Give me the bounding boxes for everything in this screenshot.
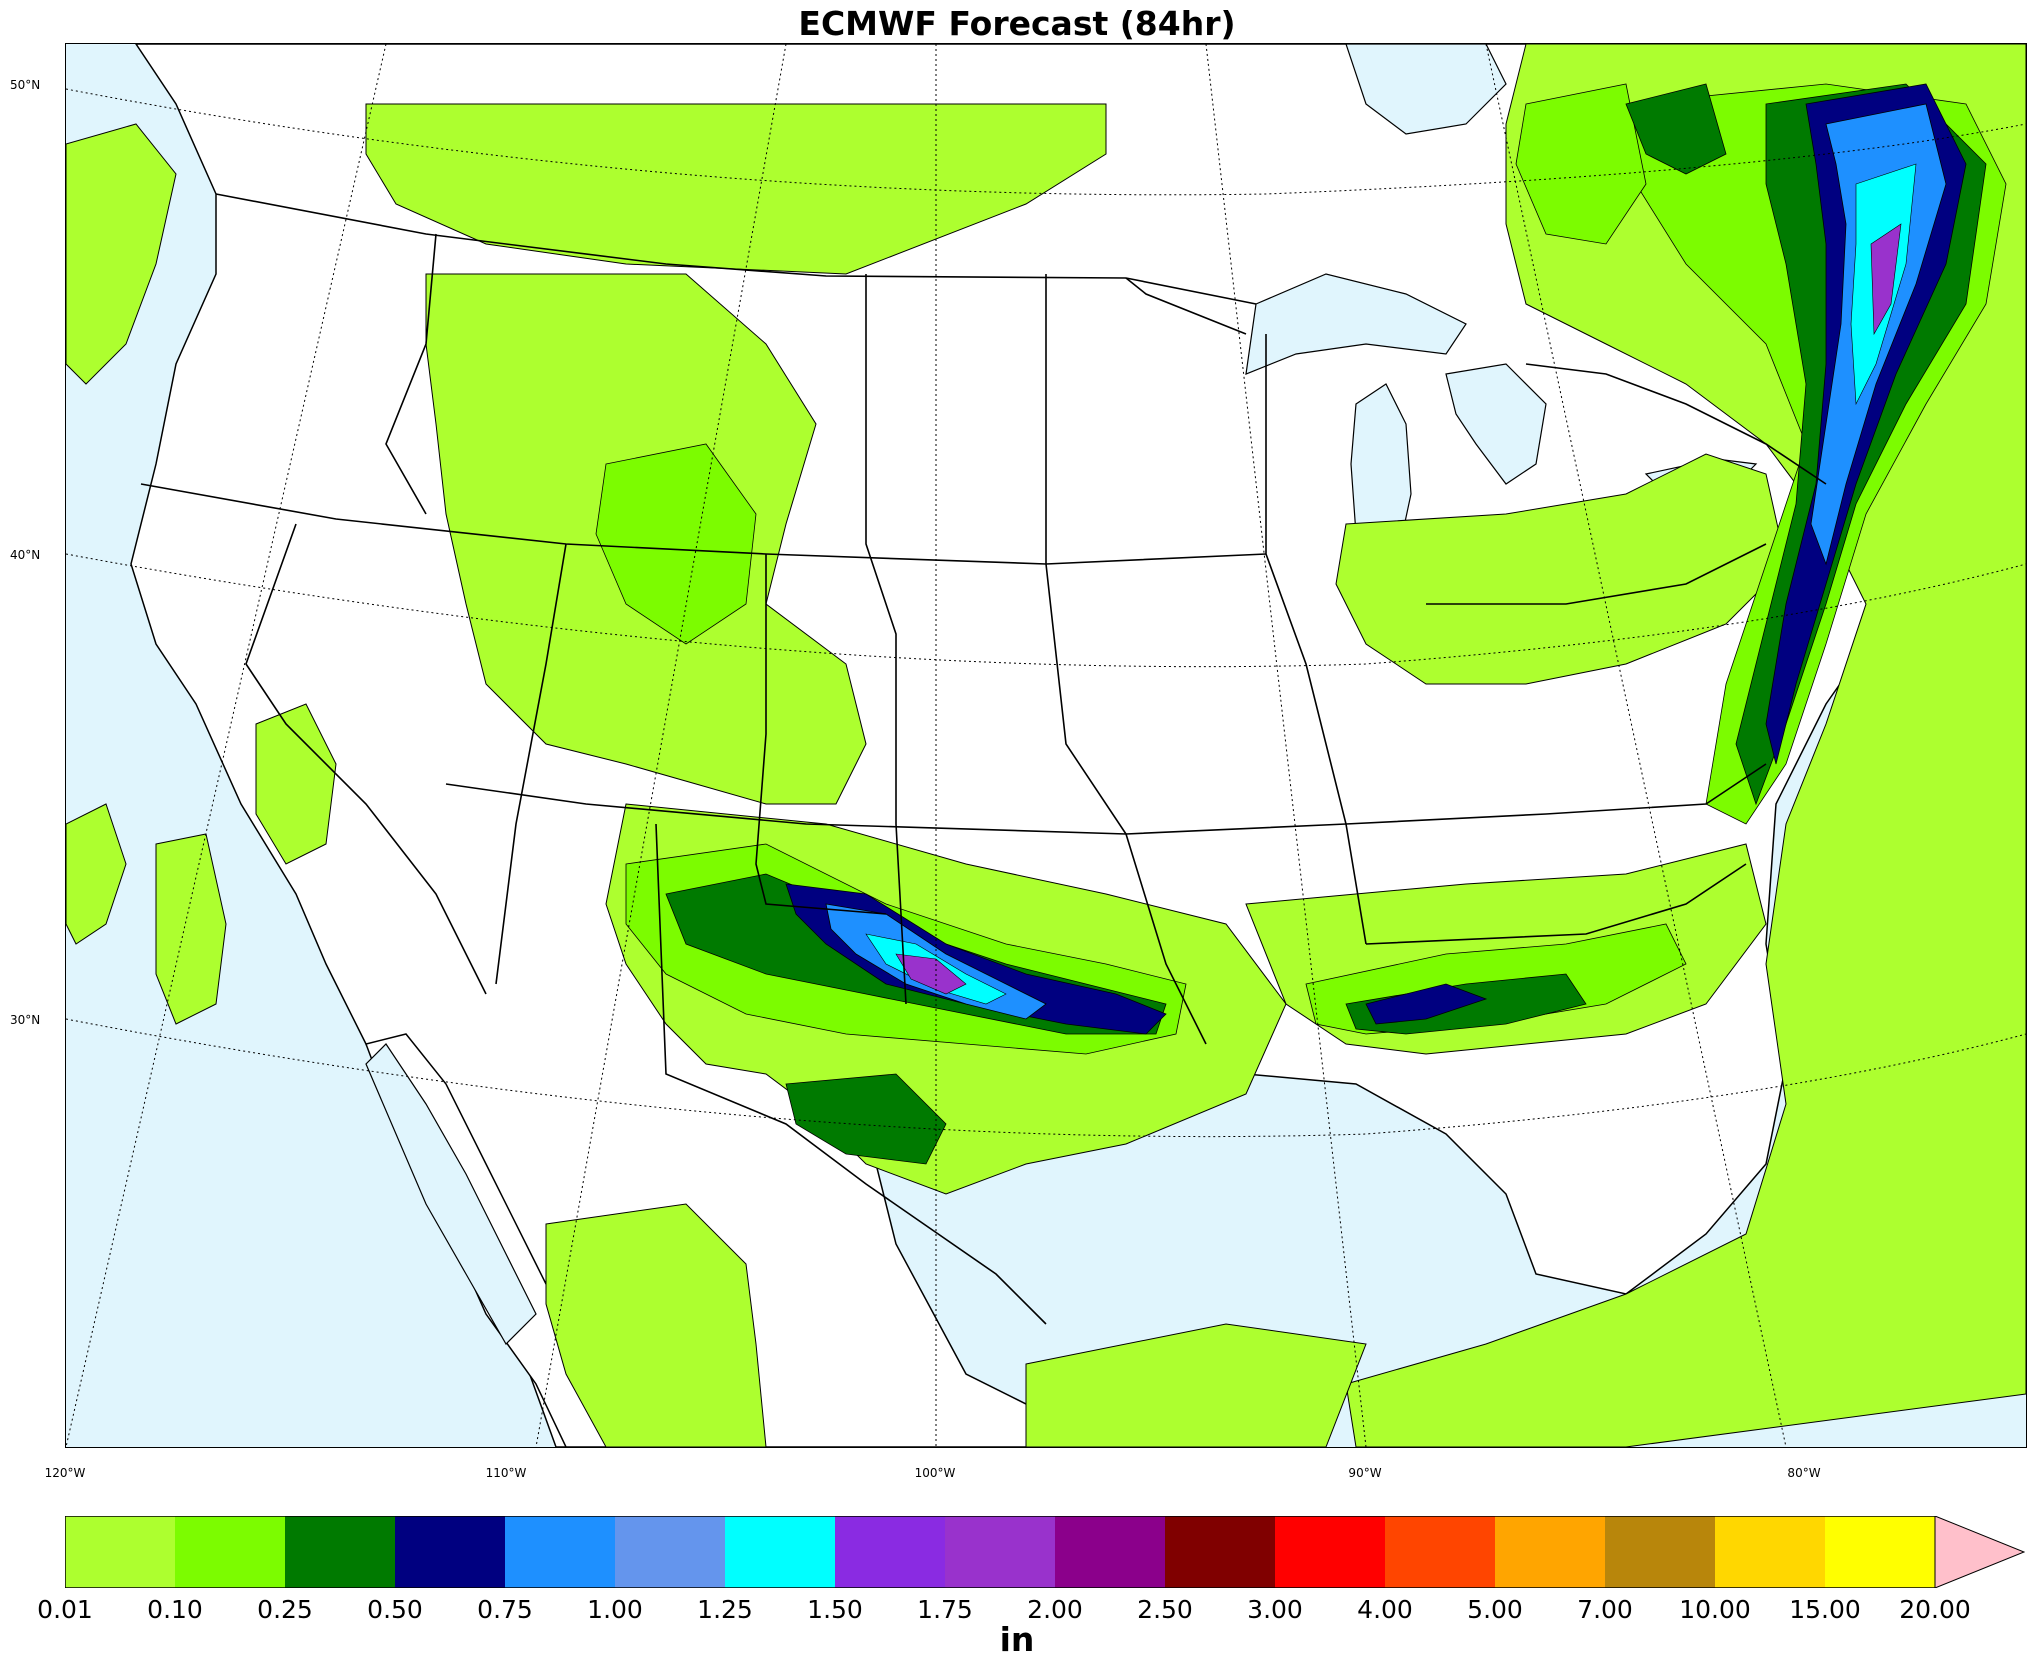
colorbar-tick-label: 0.10 xyxy=(147,1595,203,1624)
gulf-of-california xyxy=(365,1043,537,1345)
lat-label-40: 40°N xyxy=(10,548,41,562)
colorbar-tick-label: 0.01 xyxy=(37,1595,93,1624)
colorbar-unit-label: in xyxy=(999,1620,1035,1659)
lake-superior xyxy=(1245,273,1467,375)
hudson-bay xyxy=(1345,44,1507,135)
colorbar-segment xyxy=(1275,1516,1385,1588)
colorbar-tick-label: 2.50 xyxy=(1137,1595,1193,1624)
colorbar-tick-label: 4.00 xyxy=(1357,1595,1413,1624)
lat-label-30: 30°N xyxy=(10,1013,41,1027)
lon-label-100: 100°W xyxy=(914,1466,956,1480)
colorbar-segment xyxy=(285,1516,395,1588)
lake-huron xyxy=(1445,363,1547,485)
colorbar-segment xyxy=(1385,1516,1495,1588)
colorbar-tick-label: 1.75 xyxy=(917,1595,973,1624)
colorbar-segment xyxy=(615,1516,725,1588)
colorbar-extend-arrow xyxy=(1934,1516,2025,1588)
colorbar-segment xyxy=(395,1516,505,1588)
colorbar-tick-label: 0.50 xyxy=(367,1595,423,1624)
colorbar-segment xyxy=(505,1516,615,1588)
colorbar-tick-label: 3.00 xyxy=(1247,1595,1303,1624)
colorbar-segment xyxy=(1165,1516,1275,1588)
colorbar-segment xyxy=(1715,1516,1825,1588)
colorbar-segment xyxy=(725,1516,835,1588)
colorbar-tick-label: 1.00 xyxy=(587,1595,643,1624)
colorbar-segment xyxy=(1055,1516,1165,1588)
colorbar-segment xyxy=(1825,1516,1935,1588)
colorbar-tick-label: 1.25 xyxy=(697,1595,753,1624)
lon-label-120: 120°W xyxy=(44,1466,86,1480)
colorbar-segment xyxy=(65,1516,175,1588)
colorbar-segment xyxy=(945,1516,1055,1588)
graticule xyxy=(66,44,2026,1447)
colorbar-segment xyxy=(175,1516,285,1588)
colorbar-tick-label: 5.00 xyxy=(1467,1595,1523,1624)
map-title: ECMWF Forecast (84hr) xyxy=(798,4,1236,43)
colorbar-tick-label: 0.25 xyxy=(257,1595,313,1624)
colorbar xyxy=(65,1516,2025,1588)
political-borders xyxy=(140,193,1827,1325)
lon-label-90: 90°W xyxy=(1348,1466,1382,1480)
colorbar-tick-label: 15.00 xyxy=(1789,1595,1861,1624)
map-canvas xyxy=(66,44,2026,1447)
colorbar-tick-label: 7.00 xyxy=(1577,1595,1633,1624)
colorbar-tick-label: 2.00 xyxy=(1027,1595,1083,1624)
colorbar-segment xyxy=(1495,1516,1605,1588)
colorbar-tick-label: 20.00 xyxy=(1899,1595,1971,1624)
colorbar-tick-label: 1.50 xyxy=(807,1595,863,1624)
colorbar-segment xyxy=(835,1516,945,1588)
colorbar-segment xyxy=(1605,1516,1715,1588)
colorbar-tick-label: 10.00 xyxy=(1679,1595,1751,1624)
precip-purple xyxy=(895,223,1902,995)
lon-label-80: 80°W xyxy=(1787,1466,1821,1480)
lon-label-110: 110°W xyxy=(485,1466,527,1480)
colorbar-tick-label: 0.75 xyxy=(477,1595,533,1624)
precipitation-map xyxy=(65,43,2027,1448)
lat-label-50: 50°N xyxy=(10,78,41,92)
